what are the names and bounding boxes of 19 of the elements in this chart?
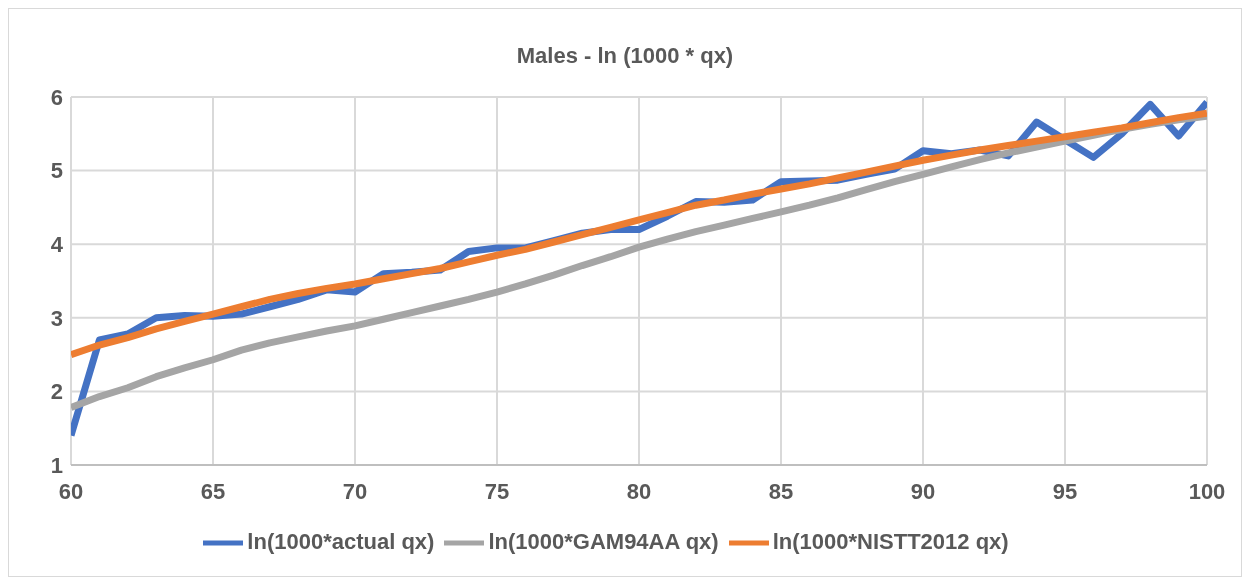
x-tick-label: 70	[342, 478, 368, 504]
legend-label: ln(1000*GAM94AA qx)	[488, 528, 719, 554]
x-tick-label: 100	[1188, 478, 1226, 504]
x-tick-label: 65	[200, 478, 226, 504]
y-tick-label: 1	[50, 452, 63, 478]
legend-label: ln(1000*NISTT2012 qx)	[772, 528, 1009, 554]
x-tick-label: 85	[768, 478, 794, 504]
y-tick-label: 5	[50, 158, 63, 184]
y-tick-label: 6	[50, 84, 63, 110]
x-tick-label: 95	[1052, 478, 1078, 504]
y-tick-label: 3	[50, 305, 63, 331]
y-tick-label: 4	[50, 232, 64, 258]
x-tick-label: 60	[58, 478, 84, 504]
legend-label: ln(1000*actual qx)	[247, 528, 435, 554]
x-tick-label: 75	[484, 478, 510, 504]
x-tick-label: 90	[910, 478, 936, 504]
chart-title: Males - ln (1000 * qx)	[515, 42, 735, 70]
x-tick-label: 80	[626, 478, 652, 504]
y-tick-label: 2	[50, 379, 63, 405]
